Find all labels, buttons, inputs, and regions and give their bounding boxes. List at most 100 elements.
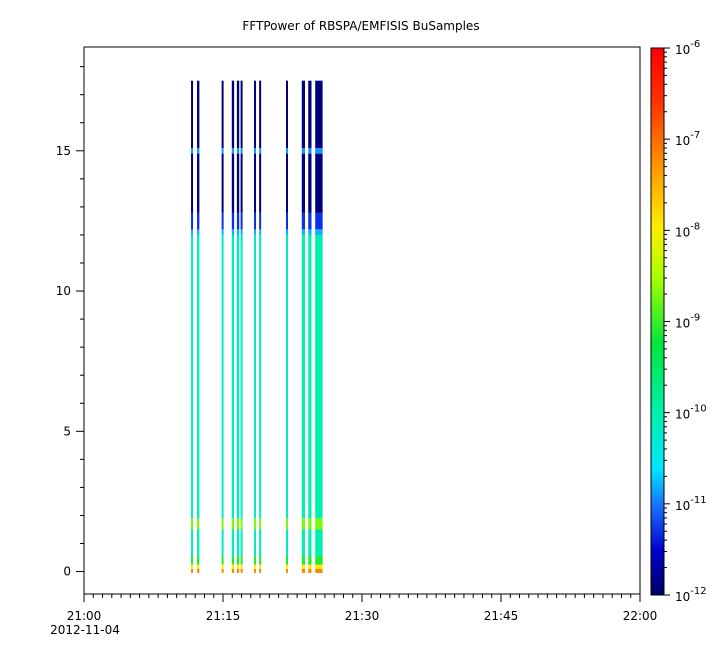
strip-10-band-8 [308, 153, 312, 213]
colorbar-tick-label: 10-11 [675, 495, 707, 513]
strip-4-band-9 [236, 147, 240, 154]
strip-1-band-7 [197, 212, 200, 230]
spectrogram-strips [191, 80, 323, 573]
strip-7-band-8 [259, 153, 262, 213]
strip-6-band-6 [254, 229, 257, 235]
strip-9-band-1 [301, 564, 306, 569]
strip-2-band-10 [221, 80, 224, 148]
strip-9-band-3 [301, 529, 306, 557]
strip-9-band-5 [301, 234, 306, 519]
y-tick-label: 15 [56, 144, 71, 158]
strip-2-band-8 [221, 153, 224, 213]
strip-1-band-4 [197, 518, 200, 530]
strip-9-band-9 [301, 147, 306, 154]
strip-7-band-6 [259, 229, 262, 235]
strip-3-band-8 [231, 153, 235, 213]
strip-7-band-5 [259, 234, 262, 519]
colorbar-tick-label: 10-10 [675, 404, 707, 422]
strip-1-band-10 [197, 80, 200, 148]
strip-2-band-4 [221, 518, 224, 530]
strip-8 [286, 80, 289, 573]
strip-10-band-6 [308, 229, 312, 235]
strip-0-band-2 [191, 556, 194, 565]
strip-10-band-7 [308, 212, 312, 230]
strip-0-band-9 [191, 147, 194, 154]
strip-5-band-9 [240, 147, 243, 154]
strip-10-band-2 [308, 556, 312, 565]
strip-8-band-4 [286, 518, 289, 530]
strip-0-band-10 [191, 80, 194, 148]
strip-5-band-6 [240, 229, 243, 235]
strip-6-band-10 [254, 80, 257, 148]
strip-3-band-4 [231, 518, 235, 530]
y-tick-label: 0 [63, 565, 71, 579]
strip-10 [308, 80, 312, 573]
strip-5-band-4 [240, 518, 243, 530]
strip-9-band-8 [301, 153, 306, 213]
strip-0-band-3 [191, 529, 194, 557]
strip-11-band-9 [315, 147, 323, 154]
strip-2-band-3 [221, 529, 224, 557]
x-tick-label: 21:15 [206, 609, 241, 623]
strip-7-band-4 [259, 518, 262, 530]
strip-4-band-4 [236, 518, 240, 530]
strip-4-band-5 [236, 234, 240, 519]
strip-11 [315, 80, 323, 573]
strip-1-band-0 [197, 568, 200, 573]
strip-8-band-8 [286, 153, 289, 213]
strip-0-band-4 [191, 518, 194, 530]
strip-7-band-9 [259, 147, 262, 154]
strip-7 [259, 80, 262, 573]
strip-4-band-0 [236, 568, 240, 573]
strip-9-band-4 [301, 518, 306, 530]
strip-4-band-6 [236, 229, 240, 235]
strip-6-band-5 [254, 234, 257, 519]
strip-4-band-1 [236, 564, 240, 569]
strip-5-band-7 [240, 212, 243, 230]
strip-3-band-2 [231, 556, 235, 565]
strip-4-band-2 [236, 556, 240, 565]
strip-6-band-0 [254, 568, 257, 573]
strip-3-band-9 [231, 147, 235, 154]
strip-10-band-5 [308, 234, 312, 519]
strip-5-band-2 [240, 556, 243, 565]
strip-0-band-0 [191, 568, 194, 573]
strip-5-band-1 [240, 564, 243, 569]
strip-0-band-7 [191, 212, 194, 230]
colorbar-tick-label: 10-8 [675, 221, 700, 239]
strip-6-band-2 [254, 556, 257, 565]
strip-8-band-1 [286, 564, 289, 569]
strip-8-band-6 [286, 229, 289, 235]
strip-11-band-5 [315, 234, 323, 519]
strip-0-band-5 [191, 234, 194, 519]
colorbar [650, 47, 665, 596]
strip-3-band-5 [231, 234, 235, 519]
strip-2-band-9 [221, 147, 224, 154]
strip-5-band-5 [240, 234, 243, 519]
strip-4-band-3 [236, 529, 240, 557]
strip-11-band-4 [315, 518, 323, 530]
strip-5-band-3 [240, 529, 243, 557]
strip-11-band-0 [315, 568, 323, 573]
strip-11-band-6 [315, 229, 323, 235]
strip-9-band-7 [301, 212, 306, 230]
chart-title: FFTPower of RBSPA/EMFISIS BuSamples [242, 19, 479, 33]
strip-10-band-1 [308, 564, 312, 569]
strip-11-band-2 [315, 556, 323, 565]
strip-11-band-10 [315, 80, 323, 148]
strip-8-band-3 [286, 529, 289, 557]
strip-6-band-9 [254, 147, 257, 154]
strip-4-band-7 [236, 212, 240, 230]
strip-10-band-10 [308, 80, 312, 148]
strip-1 [197, 80, 200, 573]
strip-6-band-7 [254, 212, 257, 230]
strip-2-band-6 [221, 229, 224, 235]
strip-8-band-0 [286, 568, 289, 573]
strip-7-band-1 [259, 564, 262, 569]
strip-5 [240, 80, 243, 573]
strip-6-band-3 [254, 529, 257, 557]
strip-9-band-2 [301, 556, 306, 565]
strip-5-band-8 [240, 153, 243, 213]
